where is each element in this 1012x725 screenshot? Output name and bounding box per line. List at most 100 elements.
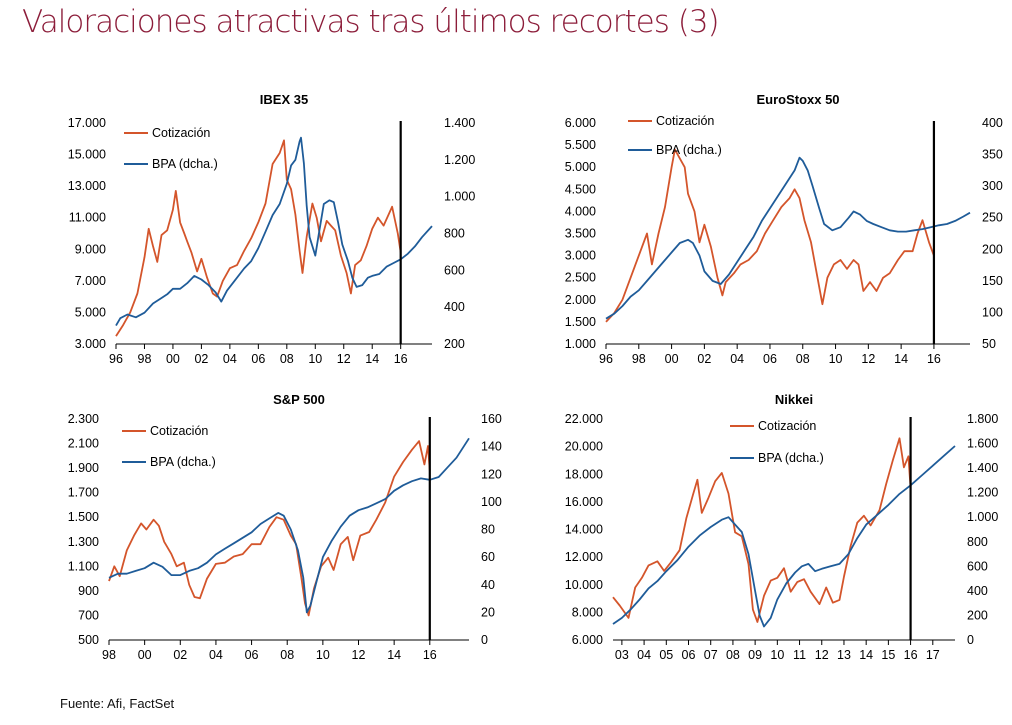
x-tick-label: 98: [138, 352, 152, 366]
x-tick-label: 14: [859, 648, 873, 662]
y-right-tick-label: 400: [982, 116, 1003, 130]
x-tick-label: 15: [881, 648, 895, 662]
x-tick-label: 16: [904, 648, 918, 662]
y-right-tick-label: 600: [444, 263, 465, 277]
x-tick-label: 10: [308, 352, 322, 366]
y-right-tick-label: 800: [967, 535, 988, 549]
x-tick-label: 06: [245, 648, 259, 662]
y-left-tick-label: 3.500: [565, 227, 596, 241]
y-left-tick-label: 1.900: [68, 461, 99, 475]
eurostoxx-chart: EuroStoxx 50 6.000 5.500 5.000 4.500 4.000 3.5…: [565, 92, 1003, 366]
x-tick-label: 08: [726, 648, 740, 662]
chart-title: EuroStoxx 50: [756, 92, 839, 107]
y-right-tick-label: 1.400: [444, 116, 475, 130]
price-series-line: [605, 148, 935, 323]
y-right-tick-label: 160: [481, 412, 502, 426]
x-tick-label: 09: [748, 648, 762, 662]
y-right-tick-label: 1.800: [967, 412, 998, 426]
y-right-tick-label: 600: [967, 559, 988, 573]
x-tick-label: 12: [861, 352, 875, 366]
legend-label-eps: BPA (dcha.): [150, 455, 216, 469]
x-tick-label: 11: [793, 648, 806, 662]
y-left-tick-label: 5.000: [75, 305, 106, 319]
eps-series-line: [605, 156, 971, 320]
y-right-tick-label: 800: [444, 227, 465, 241]
y-right-tick-label: 250: [982, 211, 1003, 225]
source-note: Fuente: Afi, FactSet: [60, 696, 175, 711]
x-tick-label: 12: [352, 648, 366, 662]
eps-series-line: [115, 136, 433, 327]
y-right-tick-label: 140: [481, 440, 502, 454]
y-left-tick-label: 6.000: [565, 116, 596, 130]
y-left-tick-label: 700: [78, 608, 99, 622]
y-right-tick-label: 0: [481, 633, 488, 647]
y-right-tick-label: 200: [982, 242, 1003, 256]
x-tick-label: 14: [387, 648, 401, 662]
x-tick-label: 16: [927, 352, 941, 366]
nikkei-chart-panel: Nikkei 22.000 20.000 18.000 16.000 14.000 12.0…: [555, 390, 999, 675]
y-left-tick-label: 17.000: [68, 116, 106, 130]
y-left-tick-label: 2.000: [565, 293, 596, 307]
y-right-tick-label: 100: [982, 305, 1003, 319]
x-tick-label: 04: [223, 352, 237, 366]
x-tick-label: 16: [394, 352, 408, 366]
eps-series-line: [612, 445, 956, 628]
x-tick-label: 10: [770, 648, 784, 662]
y-left-tick-label: 900: [78, 584, 99, 598]
nikkei-chart: Nikkei 22.000 20.000 18.000 16.000 14.000 12.0…: [565, 392, 999, 662]
y-right-tick-label: 120: [481, 467, 502, 481]
y-left-tick-label: 2.500: [565, 271, 596, 285]
x-tick-label: 08: [280, 352, 294, 366]
y-right-tick-label: 1.200: [967, 486, 998, 500]
y-left-tick-label: 2.100: [68, 437, 99, 451]
legend-label-eps: BPA (dcha.): [758, 451, 824, 465]
y-right-tick-label: 60: [481, 550, 495, 564]
legend-label-price: Cotización: [150, 424, 208, 438]
y-right-tick-label: 1.000: [444, 190, 475, 204]
y-right-tick-label: 0: [967, 633, 974, 647]
y-left-tick-label: 11.000: [69, 211, 106, 225]
y-left-tick-label: 7.000: [75, 274, 106, 288]
y-left-tick-label: 15.000: [68, 148, 106, 162]
legend-label-price: Cotización: [152, 126, 210, 140]
y-left-tick-label: 18.000: [565, 467, 603, 481]
x-tick-label: 04: [637, 648, 651, 662]
y-left-tick-label: 1.300: [68, 535, 99, 549]
y-left-tick-label: 5.500: [565, 138, 596, 152]
x-tick-label: 03: [615, 648, 629, 662]
x-tick-label: 12: [337, 352, 351, 366]
ibex-chart: IBEX 35 17.000 15.000 13.000 11.000 9.000 7.00…: [68, 92, 476, 366]
y-right-tick-label: 80: [481, 523, 495, 537]
y-right-tick-label: 1.000: [967, 510, 998, 524]
chart-title: Nikkei: [775, 392, 813, 407]
x-tick-label: 05: [659, 648, 673, 662]
y-right-tick-label: 400: [967, 584, 988, 598]
chart-title: IBEX 35: [260, 92, 308, 107]
price-series-line: [108, 440, 431, 617]
legend-label-price: Cotización: [758, 419, 816, 433]
y-left-tick-label: 4.000: [565, 204, 596, 218]
y-right-tick-label: 350: [982, 148, 1003, 162]
y-left-tick-label: 14.000: [565, 523, 603, 537]
y-left-tick-label: 2.300: [68, 412, 99, 426]
y-left-tick-label: 12.000: [565, 550, 603, 564]
y-right-tick-label: 1.600: [967, 437, 998, 451]
y-right-tick-label: 50: [982, 337, 996, 351]
y-left-tick-label: 9.000: [75, 242, 106, 256]
y-left-tick-label: 22.000: [565, 412, 603, 426]
x-tick-label: 00: [665, 352, 679, 366]
x-tick-label: 08: [280, 648, 294, 662]
y-left-tick-label: 20.000: [565, 440, 603, 454]
x-tick-label: 14: [894, 352, 908, 366]
y-left-tick-label: 3.000: [75, 337, 106, 351]
chart-title: S&P 500: [273, 392, 325, 407]
x-tick-label: 14: [365, 352, 379, 366]
x-tick-label: 00: [166, 352, 180, 366]
y-left-tick-label: 3.000: [565, 249, 596, 263]
y-left-tick-label: 500: [78, 633, 99, 647]
y-left-tick-label: 4.500: [565, 182, 596, 196]
y-left-tick-label: 1.500: [68, 510, 99, 524]
y-left-tick-label: 1.000: [565, 337, 596, 351]
y-right-tick-label: 20: [481, 605, 495, 619]
x-tick-label: 08: [796, 352, 810, 366]
